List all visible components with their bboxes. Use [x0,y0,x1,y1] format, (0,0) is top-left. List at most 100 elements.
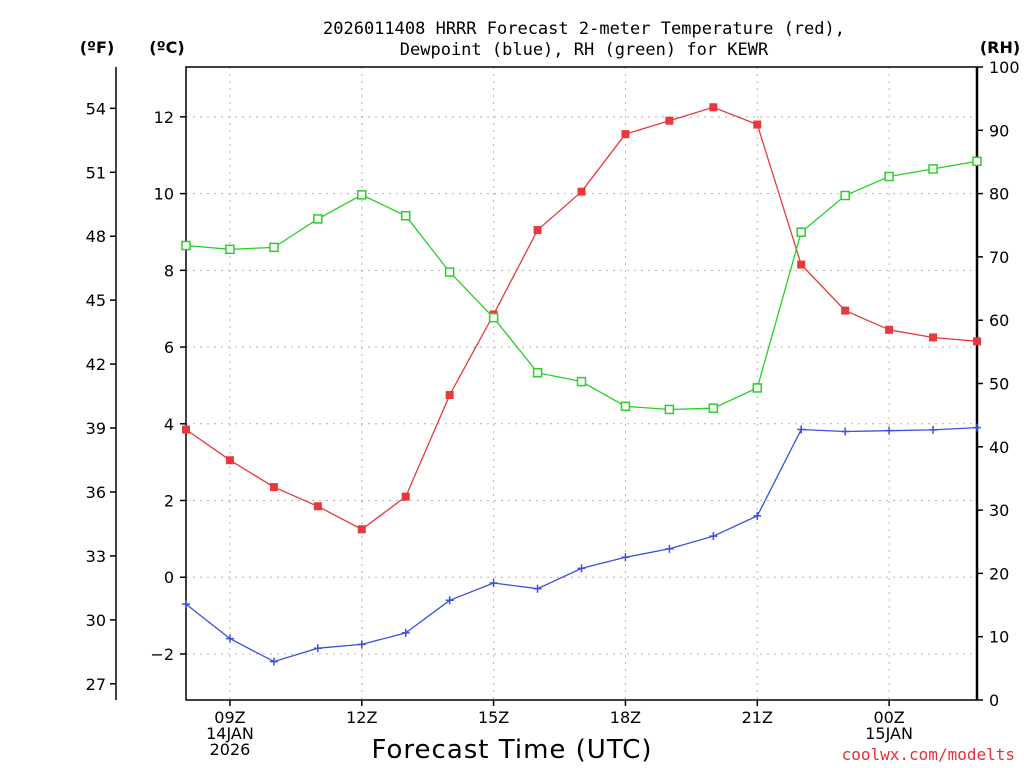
dewpoint-point [445,596,454,605]
rh-point [313,214,323,224]
rh-point [752,383,763,393]
fahrenheit-tick-label: 48 [86,227,106,246]
celsius-axis-unit: (ºC) [149,38,184,57]
celsius-tick-label: 4 [164,415,174,434]
fahrenheit-tick-label: 51 [86,163,106,182]
temperature-point [929,333,938,342]
rh-tick-label: 70 [989,248,1009,267]
rh-tick-label: 90 [989,121,1009,140]
celsius-tick-label: 10 [154,185,174,204]
chart-title-line-2: Dewpoint (blue), RH (green) for KEWR [400,40,769,60]
temperature-point [445,391,454,400]
temperature-point [885,325,894,334]
dewpoint-point [753,511,762,520]
dewpoint-point [577,564,586,573]
celsius-tick-label: 2 [164,492,174,511]
temperature-point [973,337,981,346]
series-line [185,106,978,531]
temperature-point [225,456,234,465]
axes [110,66,983,706]
temperature-point [665,116,674,125]
temperature-point [621,130,630,139]
source-credit: coolwx.com/modelts [842,745,1015,764]
dewpoint-point [269,657,278,666]
temperature-point [577,187,586,196]
rh-point [620,401,631,412]
time-tick-label: 09Z [214,708,245,727]
fahrenheit-tick-label: 27 [86,675,106,694]
dewpoint-point [313,644,322,653]
rh-tick-label: 40 [989,438,1009,457]
celsius-tick-label: −2 [150,645,174,664]
dewpoint-point [929,425,938,434]
time-tick-label: 18Z [610,708,641,727]
temperature-point [401,492,410,501]
dewpoint-point [973,423,981,432]
series-line [185,160,978,411]
rh-tick-label: 80 [989,185,1009,204]
x-axis-label: Forecast Time (UTC) [371,735,652,765]
fahrenheit-tick-label: 33 [86,547,106,566]
dewpoint-point [665,544,674,553]
dewpoint-point [841,427,850,436]
time-tick-label: 14JAN [206,724,254,743]
tick-labels: 27 30 33 36 39 42 45 48 51 54 −2 0 2 4 6 8 10 12 0 10 20 30 40… [86,58,1020,759]
rh-point [884,171,894,182]
time-tick-label: 00Z [873,708,904,727]
temperature-point [269,483,278,492]
celsius-tick-label: 12 [154,108,174,127]
rh-tick-label: 10 [989,628,1009,647]
time-tick-label: 15JAN [865,724,913,743]
rh-point [796,227,806,237]
rh-point [181,240,191,251]
fahrenheit-tick-label: 45 [86,291,106,310]
rh-tick-label: 100 [989,58,1020,77]
time-tick-label: 2026 [210,740,251,759]
rh-axis-unit: (RH) [980,38,1020,57]
rh-tick-label: 30 [989,501,1009,520]
data-series [181,103,982,666]
temperature-point [313,502,322,511]
temperature-point [841,306,850,315]
rh-point [400,211,411,221]
fahrenheit-tick-label: 54 [86,99,106,118]
time-tick-label: 15Z [478,708,509,727]
rh-point [225,244,235,255]
series-relative-humidity [181,156,982,415]
temperature-point [533,226,542,235]
celsius-tick-label: 8 [164,261,174,280]
rh-point [576,376,587,387]
fahrenheit-tick-label: 30 [86,611,106,630]
chart-title-line-1: 2026011408 HRRR Forecast 2-meter Tempera… [323,19,845,39]
dewpoint-point [533,584,542,593]
dewpoint-point [709,532,718,541]
rh-point [488,312,499,323]
time-tick-label: 21Z [742,708,773,727]
rh-point [928,164,938,174]
rh-tick-label: 60 [989,311,1009,330]
rh-point [269,242,279,253]
dewpoint-point [357,640,366,649]
rh-point [972,156,982,167]
rh-point [444,267,455,277]
rh-tick-label: 20 [989,564,1009,583]
rh-point [708,403,719,413]
temperature-point [709,103,718,112]
fahrenheit-tick-label: 42 [86,355,106,374]
dewpoint-point [182,600,190,609]
dewpoint-point [489,578,498,587]
fahrenheit-tick-label: 36 [86,483,106,502]
rh-point [664,404,675,415]
rh-tick-label: 0 [989,691,999,710]
rh-point [532,367,543,378]
series-2-meter-temperature [182,103,981,534]
celsius-tick-label: 6 [164,338,174,357]
time-tick-label: 12Z [346,708,377,727]
dewpoint-point [885,426,894,435]
rh-tick-label: 50 [989,375,1009,394]
celsius-tick-label: 0 [164,568,174,587]
temperature-point [182,425,190,434]
series-line [185,426,978,663]
dewpoint-point [621,553,630,562]
